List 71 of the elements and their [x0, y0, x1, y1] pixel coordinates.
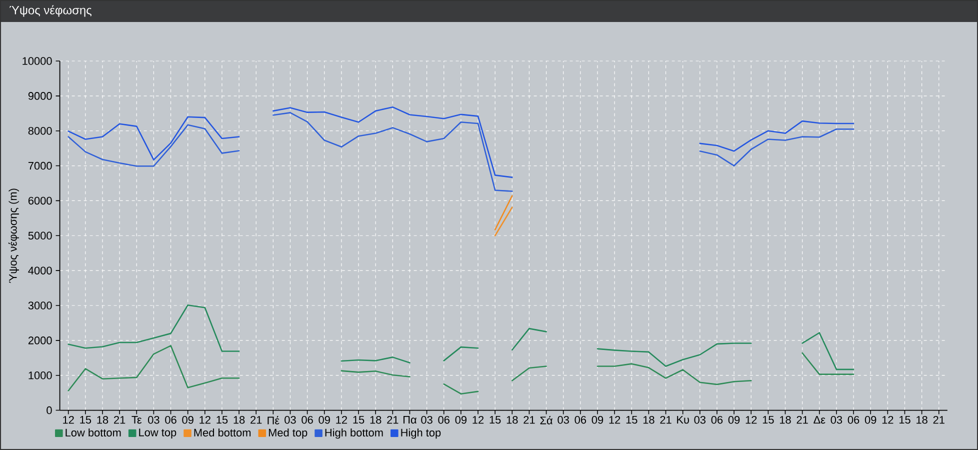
- x-tick-label: 06: [574, 416, 586, 424]
- chart-title: Ύψος νέφωσης: [10, 5, 92, 17]
- x-tick-label: 06: [165, 416, 176, 424]
- y-tick-label: 4000: [28, 266, 52, 274]
- x-tick-label: 06: [711, 416, 723, 424]
- legend-label: Low bottom: [66, 428, 121, 437]
- legend-label: Med bottom: [194, 428, 251, 437]
- x-tick-label: 09: [592, 416, 604, 424]
- x-tick-label: 18: [780, 416, 791, 424]
- x-tick-label: 21: [524, 416, 535, 424]
- y-tick-label: 0: [46, 406, 52, 414]
- x-tick-label: 12: [472, 416, 484, 424]
- y-tick-label: 2000: [28, 336, 52, 344]
- legend-label: High bottom: [325, 428, 383, 439]
- x-tick-label: 18: [506, 416, 518, 424]
- x-tick-label: 21: [660, 416, 672, 424]
- x-tick-label: 03: [558, 416, 569, 424]
- y-tick-label: 7000: [28, 162, 52, 170]
- x-tick-label: 12: [63, 416, 74, 424]
- x-tick-label: 15: [80, 416, 92, 424]
- y-tick-label: 1000: [28, 371, 52, 380]
- x-tick-label: Δε: [814, 416, 826, 424]
- x-tick-label: 21: [387, 416, 398, 424]
- x-tick-label: 18: [643, 416, 654, 424]
- x-tick-label: 18: [370, 416, 382, 424]
- x-tick-label: 12: [200, 416, 210, 424]
- x-tick-label: 06: [848, 416, 860, 424]
- x-tick-label: 12: [882, 416, 894, 424]
- y-tick-label: 3000: [28, 302, 52, 310]
- legend-label: Low top: [139, 428, 176, 438]
- y-tick-label: 5000: [28, 232, 52, 240]
- y-tick-label: 8000: [28, 126, 52, 135]
- x-tick-label: 15: [899, 416, 910, 424]
- x-tick-label: 21: [933, 416, 944, 424]
- x-tick-label: Σά: [540, 416, 553, 424]
- legend-label: High top: [401, 428, 441, 439]
- x-tick-label: 03: [148, 416, 160, 424]
- x-tick-label: 15: [353, 416, 364, 424]
- x-tick-label: 12: [746, 416, 757, 424]
- x-tick-label: 18: [234, 416, 245, 424]
- x-tick-label: 09: [455, 416, 467, 424]
- x-tick-label: 15: [626, 416, 638, 424]
- y-tick-label: 9000: [28, 92, 52, 100]
- x-tick-label: 09: [318, 416, 330, 424]
- x-tick-label: 09: [182, 416, 194, 424]
- x-tick-label: 12: [609, 416, 620, 424]
- x-tick-label: 12: [336, 416, 347, 424]
- x-tick-label: Πα: [404, 416, 417, 424]
- x-tick-label: 09: [728, 416, 740, 424]
- x-tick-label: 03: [694, 416, 706, 424]
- x-tick-label: 03: [830, 416, 842, 424]
- y-tick-label: 6000: [28, 196, 52, 205]
- x-tick-label: Τε: [132, 416, 142, 424]
- x-tick-label: 18: [916, 416, 928, 424]
- x-tick-label: 21: [114, 416, 126, 424]
- x-tick-label: 18: [97, 416, 108, 424]
- x-tick-label: 06: [302, 416, 313, 424]
- y-axis-title: Ύψος νέφωσης (m): [8, 188, 19, 283]
- x-tick-label: Κυ: [677, 416, 689, 424]
- x-tick-label: 09: [864, 416, 876, 424]
- x-tick-label: 03: [284, 416, 296, 424]
- x-tick-label: 06: [438, 416, 450, 424]
- x-tick-label: 21: [796, 416, 808, 424]
- x-tick-label: 03: [421, 416, 432, 424]
- x-tick-label: 15: [762, 416, 774, 424]
- x-tick-label: 21: [250, 416, 262, 424]
- legend-label: Med top: [268, 428, 308, 439]
- y-tick-label: 10000: [22, 57, 52, 65]
- x-tick-label: 15: [216, 416, 228, 424]
- x-tick-label: 15: [490, 416, 501, 424]
- x-tick-label: Πέ: [268, 416, 280, 424]
